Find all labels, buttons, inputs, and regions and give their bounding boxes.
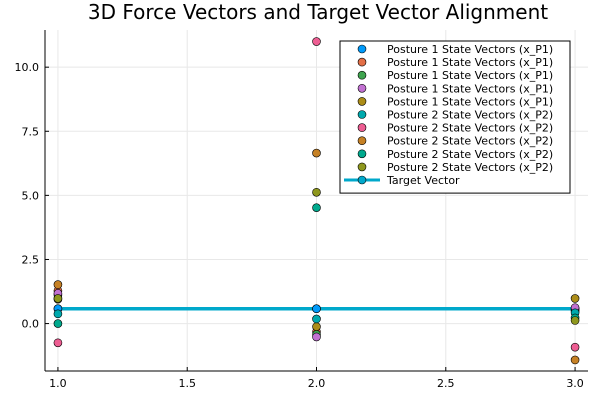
data-point	[570, 316, 580, 325]
y-tick-label: 2.5	[22, 253, 40, 266]
data-point	[312, 187, 321, 197]
data-point	[53, 280, 63, 289]
data-point	[53, 338, 63, 348]
x-tick-label: 2.0	[308, 377, 326, 390]
legend-label: Posture 1 State Vectors (x_P1)	[387, 82, 553, 95]
legend-label: Posture 1 State Vectors (x_P1)	[387, 56, 553, 69]
data-point	[312, 203, 321, 212]
axes: 1.0 1.5 2.0 2.5 3.0 0.0 2.5 5.0 7.5 10.0	[15, 30, 588, 390]
x-tick-label: 1.5	[178, 377, 196, 390]
y-tick-label: 0.0	[22, 318, 40, 331]
data-point	[570, 355, 580, 365]
data-point	[53, 319, 63, 328]
data-point	[53, 309, 63, 319]
legend-label: Posture 2 State Vectors (x_P2)	[387, 135, 553, 148]
legend-box	[339, 40, 571, 194]
legend-label: Posture 2 State Vectors (x_P2)	[387, 148, 553, 161]
chart-title: 3D Force Vectors and Target Vector Align…	[88, 0, 548, 24]
legend-label: Posture 2 State Vectors (x_P2)	[387, 109, 553, 122]
legend-marker	[357, 97, 367, 106]
legend-label: Posture 2 State Vectors (x_P2)	[387, 122, 553, 135]
legend-label: Target Vector	[386, 174, 460, 187]
legend-marker	[357, 84, 367, 93]
data-point	[312, 148, 321, 158]
legend-marker	[357, 123, 367, 132]
y-tick-label: 7.5	[22, 125, 40, 138]
legend: Posture 1 State Vectors (x_P1)Posture 1 …	[339, 40, 571, 194]
legend-marker	[357, 162, 367, 172]
data-point	[53, 294, 63, 303]
legend-label: Posture 1 State Vectors (x_P1)	[387, 43, 553, 56]
legend-marker	[357, 57, 367, 67]
y-tick-label: 10.0	[15, 61, 40, 74]
y-tick-label: 5.0	[22, 189, 40, 202]
x-tick-label: 2.5	[437, 377, 455, 390]
legend-label: Posture 1 State Vectors (x_P1)	[387, 95, 553, 108]
data-point	[570, 294, 580, 303]
legend-marker	[357, 70, 367, 80]
data-point	[570, 342, 580, 352]
legend-label: Posture 1 State Vectors (x_P1)	[387, 69, 553, 82]
points-layer	[53, 37, 580, 365]
data-point	[312, 37, 321, 46]
legend-marker	[357, 44, 367, 54]
legend-label: Posture 2 State Vectors (x_P2)	[387, 161, 553, 174]
data-point	[312, 314, 321, 324]
data-point	[312, 332, 321, 342]
legend-marker	[357, 136, 367, 145]
legend-marker	[357, 110, 367, 119]
x-tick-label: 1.0	[49, 377, 67, 390]
legend-marker	[357, 175, 367, 185]
x-tick-label: 3.0	[566, 377, 584, 390]
data-point	[312, 322, 321, 331]
data-point	[312, 304, 321, 313]
legend-marker	[357, 149, 367, 159]
